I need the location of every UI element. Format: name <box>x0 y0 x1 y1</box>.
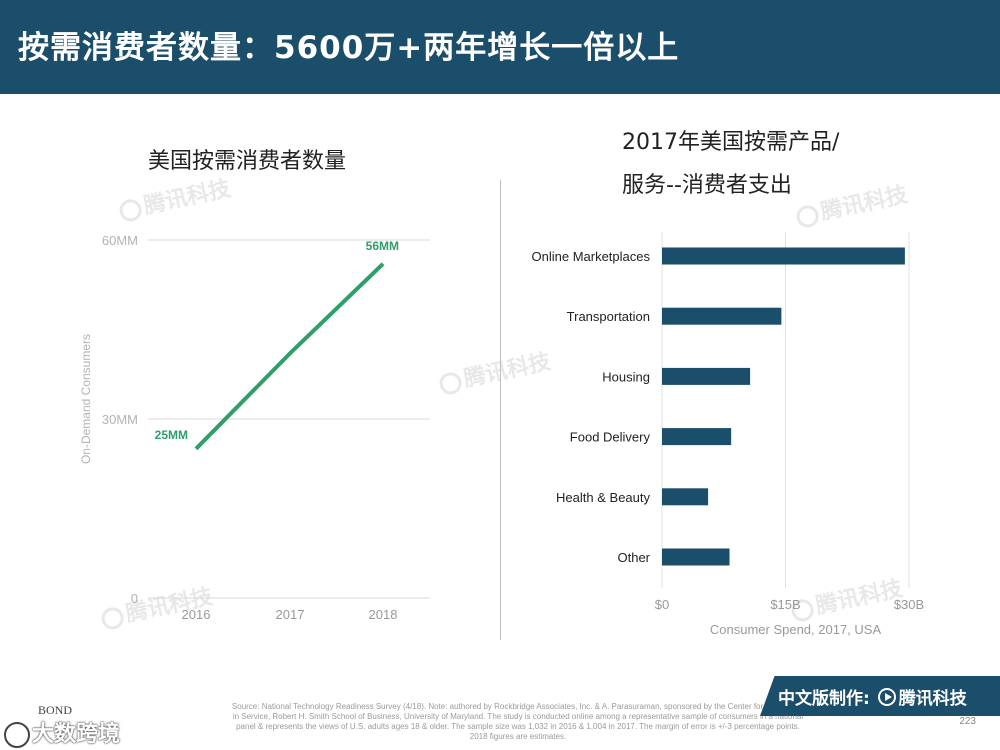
bar <box>662 247 905 265</box>
source-note: Source: National Technology Readiness Su… <box>231 702 805 741</box>
panel-divider <box>500 180 501 640</box>
left-chart-title: 美国按需消费者数量 <box>148 149 347 174</box>
credit-brand: 腾讯科技 <box>898 689 967 709</box>
series-line <box>194 262 385 451</box>
bond-logo: BOND <box>38 703 73 717</box>
x-tick-label: $0 <box>655 597 669 612</box>
data-label: 56MM <box>366 239 399 253</box>
header-bar: 按需消费者数量：5600万+两年增长一倍以上 <box>0 0 1000 94</box>
bar <box>662 367 751 385</box>
x-tick-label: $15B <box>770 597 800 612</box>
category-label: Health & Beauty <box>556 490 650 505</box>
bar <box>662 548 730 566</box>
tencent-logo-icon <box>877 688 896 706</box>
category-label: Housing <box>602 369 650 384</box>
bar-chart: $0 $15B $30B Consumer Spend, 2017, USA Onlin… <box>532 232 924 637</box>
category-label: Online Marketplaces <box>532 249 651 264</box>
y-tick-label: 60MM <box>102 233 138 248</box>
page-title: 按需消费者数量：5600万+两年增长一倍以上 <box>18 30 680 66</box>
corner-logo-icon <box>4 722 30 748</box>
page-number: 223 <box>959 716 976 727</box>
x-tick-label: $30B <box>894 597 924 612</box>
line-chart: 0 30MM 60MM 2016 2017 2018 On-Demand Consumers… <box>79 233 430 622</box>
right-chart-title-line2: 服务--消费者支出 <box>622 173 792 198</box>
right-chart-title-line1: 2017年美国按需产品/ <box>622 130 840 155</box>
y-axis-label: On-Demand Consumers <box>79 334 93 464</box>
data-label: 25MM <box>155 428 188 442</box>
y-tick-label: 0 <box>131 591 138 606</box>
bar <box>662 307 782 325</box>
x-tick-label: 2016 <box>182 607 211 622</box>
corner-watermark: 大数跨境 <box>4 716 120 748</box>
x-tick-label: 2017 <box>276 607 305 622</box>
bar <box>662 428 732 446</box>
category-label: Other <box>617 550 650 565</box>
credit-text: 中文版制作: 腾讯科技 <box>778 684 967 709</box>
y-tick-label: 30MM <box>102 412 138 427</box>
category-label: Transportation <box>567 309 650 324</box>
bar <box>662 488 709 506</box>
credit-prefix: 中文版制作: <box>778 689 870 709</box>
x-axis-label: Consumer Spend, 2017, USA <box>710 622 882 637</box>
x-tick-label: 2018 <box>369 607 398 622</box>
category-label: Food Delivery <box>570 430 651 445</box>
